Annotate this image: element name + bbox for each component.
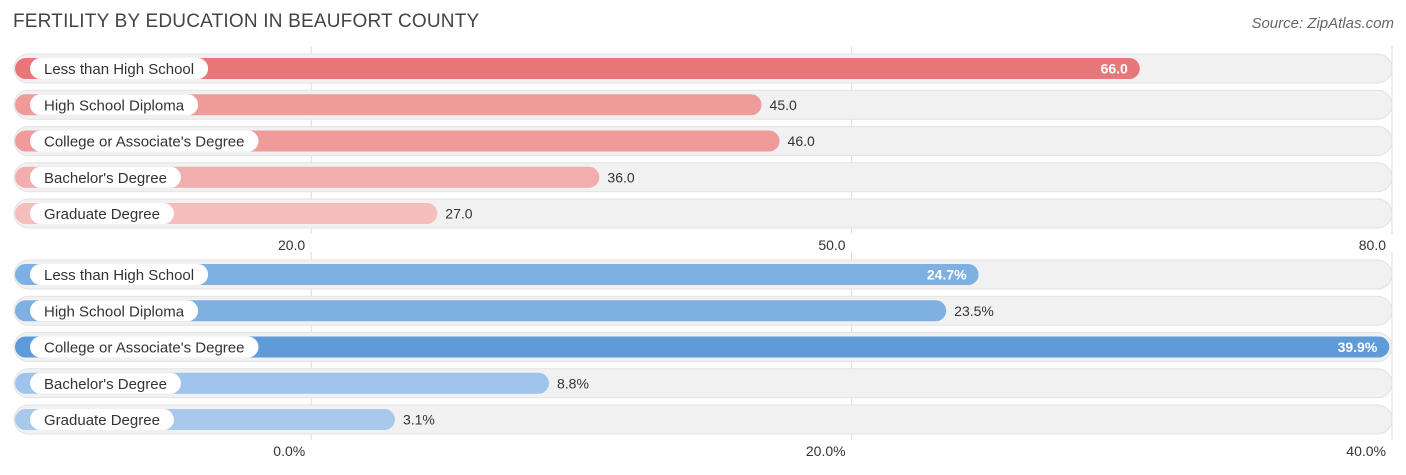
- bar: [15, 264, 979, 285]
- value-label: 45.0: [770, 97, 797, 113]
- category-label: College or Associate's Degree: [44, 340, 244, 357]
- category-label: Less than High School: [44, 61, 194, 78]
- x-tick-label: 80.0: [1359, 237, 1386, 253]
- category-label-pill: [30, 130, 259, 152]
- bar: [15, 336, 1390, 358]
- value-label: 46.0: [788, 133, 815, 149]
- x-tick-label: 20.0: [278, 237, 305, 253]
- category-label: High School Diploma: [44, 97, 185, 114]
- x-tick-label: 50.0: [818, 237, 845, 253]
- value-label: 24.7%: [927, 267, 967, 283]
- bar: [15, 94, 762, 116]
- value-label: 3.1%: [403, 412, 435, 428]
- category-label: Bachelor's Degree: [44, 170, 167, 187]
- category-label: Graduate Degree: [44, 412, 160, 429]
- chart-title: FERTILITY BY EDUCATION IN BEAUFORT COUNT…: [13, 11, 480, 32]
- category-label: Graduate Degree: [44, 206, 160, 223]
- category-label-pill: [30, 372, 181, 394]
- category-label: Less than High School: [44, 267, 194, 284]
- value-label: 8.8%: [557, 375, 589, 391]
- x-tick-label: 0.0%: [273, 443, 305, 459]
- chart-panel-2: Less than High School 24.7% High School Di…: [13, 252, 1393, 459]
- x-tick-label: 20.0%: [806, 443, 846, 459]
- category-label: College or Associate's Degree: [44, 134, 244, 151]
- bar: [15, 58, 1140, 79]
- category-label-pill: [30, 58, 209, 79]
- category-label-pill: [30, 203, 174, 224]
- value-label: 36.0: [607, 169, 634, 185]
- value-label: 39.9%: [1338, 339, 1378, 355]
- category-label-pill: [30, 409, 174, 430]
- category-label-pill: [30, 94, 199, 116]
- category-label: Bachelor's Degree: [44, 376, 167, 393]
- category-label: High School Diploma: [44, 303, 185, 320]
- category-label-pill: [30, 300, 199, 322]
- value-label: 66.0: [1101, 61, 1128, 77]
- category-label-pill: [30, 166, 181, 188]
- category-label-pill: [30, 264, 209, 285]
- source-label: Source: ZipAtlas.com: [1251, 15, 1394, 32]
- category-label-pill: [30, 336, 259, 358]
- bar: [15, 300, 947, 322]
- x-tick-label: 40.0%: [1346, 443, 1386, 459]
- value-label: 23.5%: [954, 303, 994, 319]
- chart-panel-1: Less than High School 66.0 High School Dip…: [13, 46, 1393, 253]
- value-label: 27.0: [445, 206, 472, 222]
